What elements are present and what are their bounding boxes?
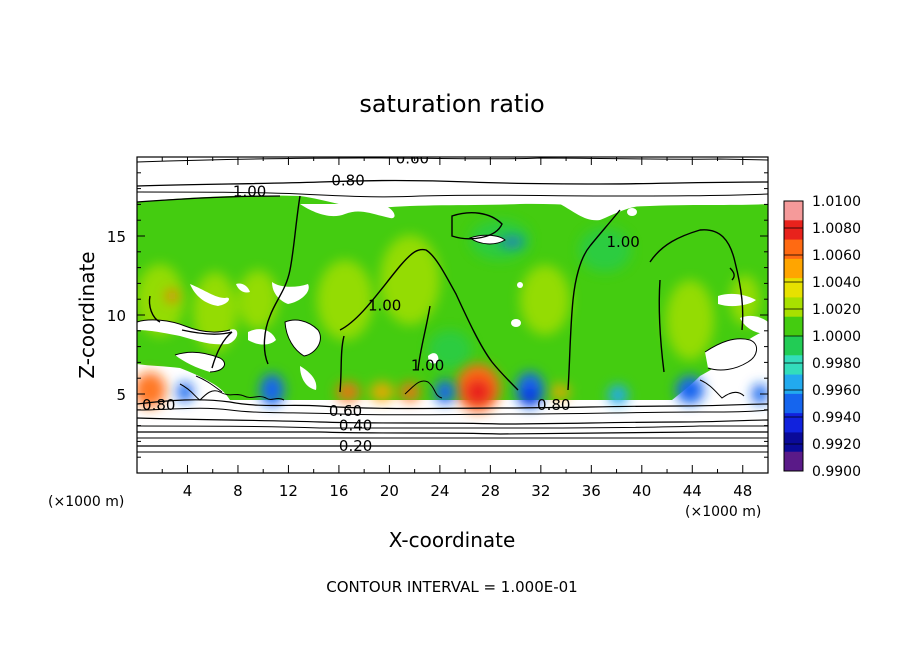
colorbar-label: 1.0080 (812, 221, 861, 237)
colorbar-swatch (784, 336, 803, 356)
contour-label: 1.00 (368, 296, 401, 314)
contour-labels: 0.600.801.001.001.001.000.80 0.600.400.20… (142, 149, 640, 455)
y-tick-label: 15 (107, 228, 126, 246)
y-axis: 5 10 15 (107, 172, 768, 458)
x-tick-label: 32 (531, 482, 550, 500)
x-tick-label: 16 (329, 482, 348, 500)
colorbar-swatch (784, 316, 803, 337)
colorbar-label: 1.0100 (812, 194, 861, 210)
colorbar-label: 1.0000 (812, 329, 861, 345)
colorbar-label: 0.9960 (812, 383, 861, 399)
colorbar-swatch (784, 355, 803, 376)
x-tick-label: 12 (279, 482, 298, 500)
colorbar-label: 1.0060 (812, 248, 861, 264)
contour-label: 0.40 (339, 416, 372, 434)
x-tick-label: 40 (632, 482, 651, 500)
x-axis-title: X-coordinate (389, 528, 516, 552)
x-axis: 4 8 12 16 20 24 28 32 36 40 44 48 (161, 157, 752, 500)
colorbar-swatch (784, 278, 803, 298)
x-tick-label: 28 (481, 482, 500, 500)
x-unit-label: (×1000 m) (48, 494, 124, 510)
colorbar-swatch (784, 297, 803, 318)
colorbar-label: 0.9900 (812, 464, 861, 480)
colorbar-swatch (784, 258, 803, 279)
contour-label: 0.60 (329, 402, 362, 420)
x-tick-label: 4 (183, 482, 193, 500)
contour-label: 0.80 (537, 396, 570, 414)
colorbar-swatch (784, 374, 803, 395)
colorbar-swatch (784, 239, 803, 260)
colorbar-label: 0.9980 (812, 356, 861, 372)
lower-contours (137, 375, 768, 453)
contour-label: 1.00 (233, 183, 266, 201)
contours-1-00 (148, 195, 744, 393)
colorbar-swatch (784, 393, 803, 414)
colorbar-swatch (784, 432, 803, 453)
dry-holes (137, 204, 768, 390)
colorbar-swatch (784, 220, 803, 241)
contour-label: 1.00 (606, 233, 639, 251)
x-tick-label: 44 (683, 482, 702, 500)
contour-label: 0.60 (396, 149, 429, 167)
contour-label: 1.00 (411, 356, 444, 374)
x-tick-label: 36 (582, 482, 601, 500)
contour-label: 0.80 (142, 396, 175, 414)
contour-interval-note: CONTOUR INTERVAL = 1.000E-01 (326, 578, 577, 596)
x-tick-label: 8 (233, 482, 243, 500)
x-tick-label: 48 (733, 482, 752, 500)
light-patches (137, 235, 760, 360)
y-tick-label: 5 (116, 386, 126, 404)
colorbar-label: 1.0040 (812, 275, 861, 291)
colorbar-swatch (784, 413, 803, 433)
x-tick-label: 20 (380, 482, 399, 500)
colorbar-label: 0.9920 (812, 437, 861, 453)
colorbar-label: 1.0020 (812, 302, 861, 318)
y-tick-label: 10 (107, 307, 126, 325)
contour-label: 0.20 (339, 437, 372, 455)
colorbar-swatch (784, 451, 803, 472)
y-axis-title: Z-coordinate (75, 251, 99, 378)
colorbar-label: 0.9940 (812, 410, 861, 426)
plot-area: 0.600.801.001.001.001.000.80 0.600.400.20… (137, 149, 768, 473)
chart-title: saturation ratio (359, 90, 544, 118)
colorbar-swatch (784, 201, 803, 221)
contour-label: 0.80 (331, 171, 364, 189)
x-unit-label-right: (×1000 m) (685, 504, 761, 520)
colorbar: 1.0100 1.0080 1.0060 1.0040 1.0020 1.0000 0.99… (783, 194, 861, 480)
supersaturated-spots (137, 290, 570, 412)
x-tick-label: 24 (430, 482, 449, 500)
cloud-boundary-contours (137, 234, 757, 373)
